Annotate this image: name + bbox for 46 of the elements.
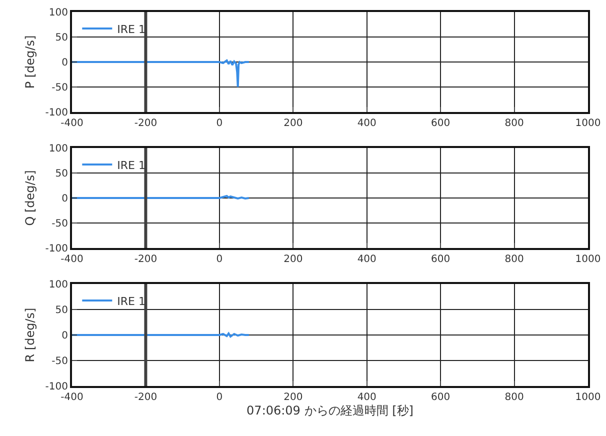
y-tick-label: -100 — [45, 244, 68, 254]
x-axis-title: 07:06:09 からの経過時間 [秒] — [246, 403, 414, 418]
y-tick-label: 50 — [55, 168, 68, 180]
x-tick-label: 600 — [431, 254, 450, 265]
y-tick-label: 100 — [48, 8, 68, 18]
y-axis-title: Q [deg/s] — [23, 170, 38, 226]
y-tick-label: 50 — [55, 32, 68, 44]
y-tick-label: 100 — [48, 144, 68, 154]
y-axis-title: R [deg/s] — [23, 308, 38, 362]
y-tick-label: -50 — [52, 82, 68, 94]
x-tick-label: -200 — [134, 118, 158, 129]
x-tick-label: 800 — [504, 254, 524, 265]
y-tick-label: -100 — [45, 108, 68, 118]
x-tick-label: 400 — [357, 392, 376, 403]
y-tick-label: 0 — [62, 330, 68, 342]
y-tick-label: -50 — [52, 356, 68, 367]
x-tick-label: 1000 — [575, 118, 601, 129]
y-tick-label: 0 — [62, 58, 68, 68]
x-tick-label: -200 — [134, 392, 158, 403]
y-tick-label: 0 — [62, 194, 68, 204]
x-tick-label: 600 — [431, 392, 450, 403]
x-tick-label: -200 — [134, 254, 158, 265]
y-tick-label: 50 — [55, 305, 68, 316]
x-tick-label: 200 — [284, 392, 303, 403]
x-tick-label: -400 — [60, 254, 84, 265]
y-axis-title: P [deg/s] — [23, 35, 38, 89]
x-tick-label: 800 — [504, 118, 524, 129]
x-tick-label: 0 — [216, 254, 223, 265]
x-tick-label: 200 — [284, 254, 303, 265]
x-tick-label: 400 — [357, 254, 376, 265]
x-tick-label: -400 — [60, 392, 84, 403]
y-tick-label: -100 — [45, 382, 68, 392]
y-tick-label: 100 — [48, 280, 68, 290]
x-tick-label: 400 — [357, 118, 376, 129]
legend-label: IRE 1 — [117, 22, 146, 36]
legend-label: IRE 1 — [117, 158, 146, 172]
x-tick-label: 1000 — [575, 254, 601, 265]
x-tick-label: 800 — [504, 392, 524, 403]
y-tick-label: -50 — [52, 218, 68, 230]
x-tick-label: -400 — [60, 118, 84, 129]
x-tick-label: 0 — [216, 392, 223, 403]
x-tick-label: 600 — [431, 118, 450, 129]
x-tick-label: 200 — [284, 118, 303, 129]
x-tick-label: 1000 — [575, 392, 601, 403]
legend-label: IRE 1 — [117, 294, 146, 308]
x-tick-label: 0 — [216, 118, 223, 129]
